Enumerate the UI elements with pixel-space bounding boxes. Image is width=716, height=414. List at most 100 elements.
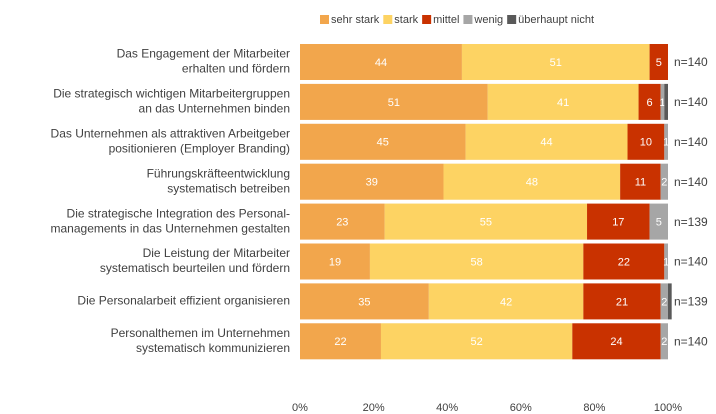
data-label: 5 xyxy=(656,217,662,229)
bar-segment xyxy=(487,83,639,120)
bar-segment xyxy=(649,44,668,80)
bar-segment xyxy=(443,163,621,200)
legend-label: wenig xyxy=(473,14,503,26)
n-label: n=140 xyxy=(674,135,708,149)
x-tick-label: 80% xyxy=(583,402,605,414)
legend-label: stark xyxy=(394,14,418,26)
bar-segment xyxy=(380,323,573,360)
bar-segment xyxy=(668,283,672,320)
data-label: 39 xyxy=(366,177,378,189)
bar-segment xyxy=(465,123,628,160)
data-label: 1 xyxy=(663,256,669,268)
x-tick-label: 20% xyxy=(363,402,385,414)
data-label: 21 xyxy=(616,296,628,308)
data-label: 22 xyxy=(334,336,346,348)
legend-swatch xyxy=(463,15,473,24)
data-label: 24 xyxy=(610,336,622,348)
category-label: erhalten und fördern xyxy=(182,62,290,76)
category-label: Das Engagement der Mitarbeiter xyxy=(117,47,290,61)
data-label: 22 xyxy=(618,256,630,268)
bar-segment xyxy=(300,163,444,200)
bar-segment xyxy=(638,83,661,120)
legend-label: sehr stark xyxy=(331,14,380,26)
bar-segment xyxy=(660,83,665,120)
data-label: 19 xyxy=(329,256,341,268)
data-label: 48 xyxy=(526,177,538,189)
n-label: n=140 xyxy=(674,55,708,69)
data-label: 17 xyxy=(612,217,624,229)
n-label: n=140 xyxy=(674,255,708,269)
data-label: 11 xyxy=(635,177,646,189)
bar-segment xyxy=(300,203,385,240)
data-label: 6 xyxy=(647,97,653,109)
bar-segment xyxy=(300,243,370,280)
category-label: positionieren (Employer Branding) xyxy=(109,141,290,155)
legend-swatch xyxy=(422,15,432,24)
category-label: Die strategisch wichtigen Mitarbeitergru… xyxy=(53,87,290,101)
category-label: Die Personalarbeit effizient organisiere… xyxy=(77,294,290,308)
bar-segment xyxy=(664,83,668,120)
legend-label: überhaupt nicht xyxy=(518,14,594,26)
data-label: 44 xyxy=(375,57,387,69)
bar-segment xyxy=(384,203,588,240)
bar-segment xyxy=(660,163,668,200)
data-label: 58 xyxy=(471,256,483,268)
data-label: 35 xyxy=(358,296,370,308)
bar-segment xyxy=(664,123,668,160)
bar-segment xyxy=(369,243,584,280)
bar-segment xyxy=(300,83,488,120)
bar-segment xyxy=(620,163,661,200)
data-label: 52 xyxy=(471,336,483,348)
legend-swatch xyxy=(320,15,329,24)
data-label: 1 xyxy=(659,97,665,109)
legend-label: mittel xyxy=(433,14,459,26)
bar-segment xyxy=(572,323,661,360)
bar-segment xyxy=(627,123,665,160)
category-label: systematisch betreiben xyxy=(167,181,290,195)
x-tick-label: 40% xyxy=(436,402,458,414)
category-label: Das Unternehmen als attraktiven Arbeitge… xyxy=(51,126,290,140)
data-label: 51 xyxy=(388,97,400,109)
bar-segment xyxy=(664,243,668,280)
x-tick-label: 100% xyxy=(654,402,682,414)
data-label: 51 xyxy=(550,57,562,69)
data-label: 2 xyxy=(661,177,667,189)
n-label: n=140 xyxy=(674,334,708,348)
bar-segment xyxy=(660,323,668,360)
category-label: Die strategische Integration des Persona… xyxy=(67,206,290,220)
data-label: 10 xyxy=(640,137,652,149)
data-label: 44 xyxy=(540,137,552,149)
data-label: 45 xyxy=(377,137,389,149)
data-label: 5 xyxy=(656,57,662,69)
bar-segment xyxy=(649,203,668,240)
legend-swatch xyxy=(507,15,517,24)
x-tick-label: 60% xyxy=(510,402,532,414)
data-label: 42 xyxy=(500,296,512,308)
bar-segment xyxy=(300,123,466,160)
bar-segment xyxy=(583,283,661,320)
data-label: 2 xyxy=(661,296,667,308)
data-label: 2 xyxy=(661,336,667,348)
category-label: managements in das Unternehmen gestalten xyxy=(51,221,290,235)
category-label: an das Unternehmen binden xyxy=(139,102,290,116)
category-label: Personalthemen im Unternehmen xyxy=(111,326,290,340)
legend-swatch xyxy=(383,15,393,24)
bar-segment xyxy=(587,203,650,240)
category-label: systematisch beurteilen und fördern xyxy=(100,261,290,275)
n-label: n=140 xyxy=(674,175,708,189)
category-label: Die Leistung der Mitarbeiter xyxy=(143,246,290,260)
n-label: n=139 xyxy=(674,295,708,309)
bar-segment xyxy=(461,44,650,80)
data-label: 41 xyxy=(557,97,569,109)
x-tick-label: 0% xyxy=(292,402,308,414)
data-label: 55 xyxy=(480,217,492,229)
bar-segment xyxy=(583,243,665,280)
category-label: systematisch kommunizieren xyxy=(136,341,290,355)
bar-segment xyxy=(300,44,462,80)
n-label: n=140 xyxy=(674,95,708,109)
bar-segment xyxy=(660,283,668,320)
n-label: n=139 xyxy=(674,215,708,229)
data-label: 23 xyxy=(336,217,348,229)
bar-segment xyxy=(300,283,429,320)
